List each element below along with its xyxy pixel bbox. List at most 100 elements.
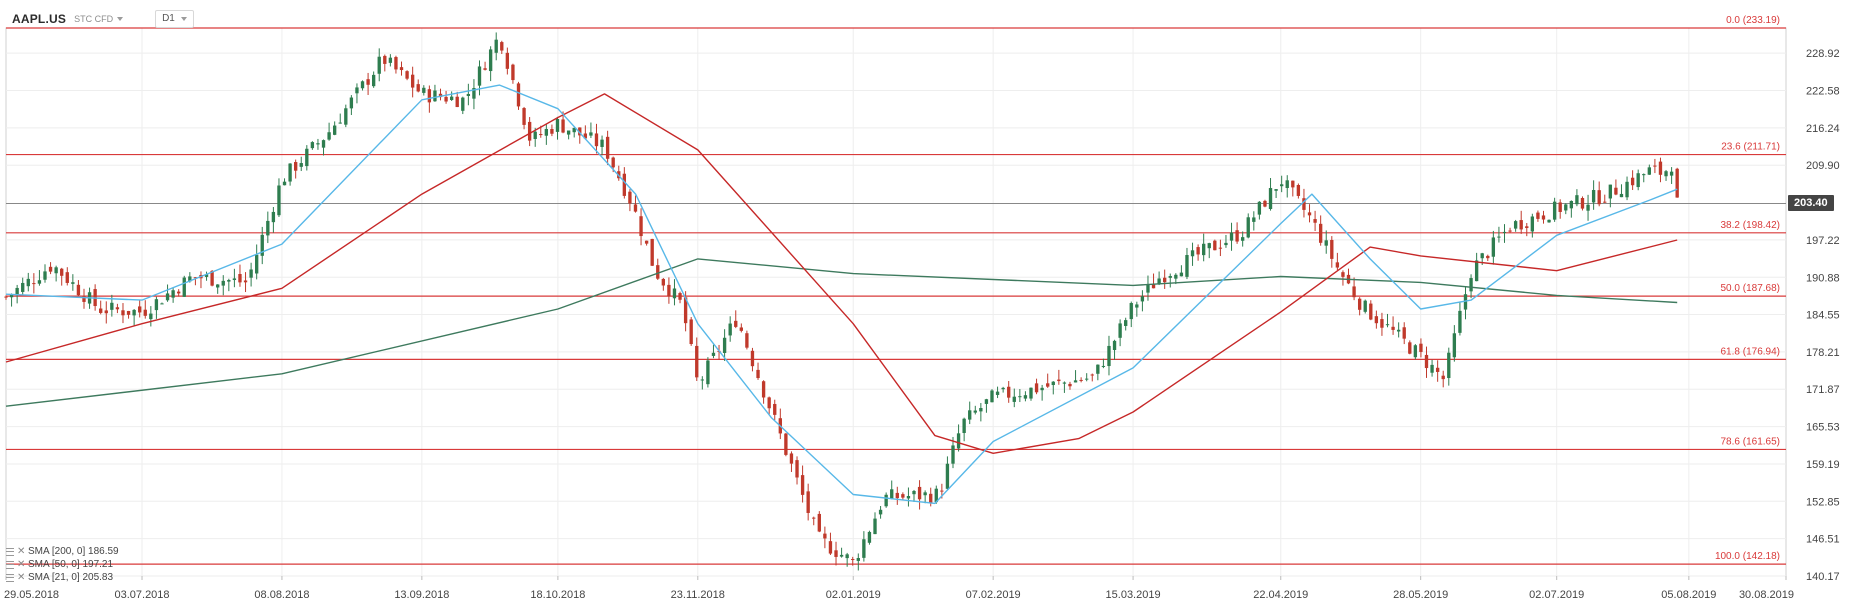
- candle-body[interactable]: [321, 140, 326, 148]
- candle-body[interactable]: [455, 96, 459, 108]
- candle-body[interactable]: [1163, 277, 1167, 283]
- candle-body[interactable]: [1107, 345, 1111, 367]
- candle-body[interactable]: [472, 88, 476, 99]
- candle-body[interactable]: [227, 280, 231, 282]
- candle-body[interactable]: [823, 533, 827, 539]
- candle-body[interactable]: [628, 191, 632, 204]
- candle-body[interactable]: [1508, 230, 1512, 232]
- candle-body[interactable]: [1580, 197, 1585, 209]
- candle-body[interactable]: [1124, 320, 1128, 326]
- candle-body[interactable]: [862, 539, 866, 558]
- candle-body[interactable]: [1447, 352, 1451, 379]
- candle-body[interactable]: [99, 308, 103, 313]
- candle-body[interactable]: [1012, 396, 1016, 402]
- candle-body[interactable]: [299, 163, 303, 167]
- candle-body[interactable]: [1268, 188, 1273, 210]
- candle-body[interactable]: [845, 554, 849, 559]
- candle-body[interactable]: [600, 139, 604, 147]
- candle-body[interactable]: [550, 129, 554, 134]
- candle-body[interactable]: [672, 288, 677, 299]
- candle-body[interactable]: [917, 486, 922, 500]
- candle-body[interactable]: [1118, 323, 1122, 338]
- settings-icon[interactable]: [6, 560, 14, 569]
- candle-body[interactable]: [1196, 247, 1200, 255]
- candle-body[interactable]: [360, 81, 365, 89]
- candle-body[interactable]: [1658, 161, 1663, 175]
- candle-body[interactable]: [1057, 379, 1061, 382]
- candle-body[interactable]: [851, 559, 855, 561]
- candle-body[interactable]: [394, 57, 398, 70]
- candle-body[interactable]: [1046, 383, 1050, 387]
- candle-body[interactable]: [1608, 184, 1613, 199]
- candle-body[interactable]: [377, 56, 381, 74]
- candle-body[interactable]: [71, 282, 75, 284]
- candle-body[interactable]: [138, 306, 142, 313]
- candle-body[interactable]: [605, 136, 610, 159]
- candle-body[interactable]: [1408, 342, 1412, 354]
- candle-body[interactable]: [1140, 296, 1145, 302]
- candle-body[interactable]: [773, 403, 777, 415]
- candle-body[interactable]: [1279, 184, 1284, 187]
- candle-body[interactable]: [1023, 395, 1028, 399]
- candle-body[interactable]: [500, 42, 504, 51]
- candle-body[interactable]: [1424, 354, 1429, 369]
- candle-body[interactable]: [795, 460, 799, 478]
- candle-body[interactable]: [182, 277, 186, 297]
- candle-body[interactable]: [594, 133, 599, 147]
- candle-body[interactable]: [1625, 181, 1629, 198]
- candle-body[interactable]: [110, 302, 114, 310]
- candle-body[interactable]: [37, 280, 42, 284]
- candle-body[interactable]: [739, 327, 743, 331]
- candle-body[interactable]: [21, 282, 25, 292]
- candle-body[interactable]: [271, 211, 276, 223]
- candle-body[interactable]: [293, 162, 298, 171]
- candle-body[interactable]: [1073, 380, 1078, 383]
- candle-body[interactable]: [344, 108, 348, 125]
- candle-body[interactable]: [1146, 284, 1150, 293]
- candle-body[interactable]: [1224, 242, 1228, 246]
- candle-body[interactable]: [210, 270, 214, 286]
- symbol-label[interactable]: AAPL.US: [12, 12, 67, 26]
- candle-body[interactable]: [1324, 240, 1328, 246]
- candle-body[interactable]: [1564, 204, 1568, 211]
- candle-body[interactable]: [1079, 379, 1083, 381]
- candle-body[interactable]: [678, 293, 682, 300]
- candle-body[interactable]: [54, 267, 58, 274]
- candle-body[interactable]: [461, 97, 465, 111]
- candle-body[interactable]: [1486, 255, 1490, 259]
- candle-body[interactable]: [1547, 219, 1551, 223]
- candle-body[interactable]: [940, 490, 944, 492]
- candle-body[interactable]: [433, 90, 437, 102]
- candle-body[interactable]: [973, 410, 977, 413]
- candle-body[interactable]: [1001, 387, 1005, 390]
- candle-body[interactable]: [761, 381, 766, 398]
- candle-body[interactable]: [1463, 294, 1468, 310]
- candle-body[interactable]: [839, 554, 844, 557]
- candle-body[interactable]: [1391, 326, 1395, 330]
- candle-body[interactable]: [82, 296, 86, 302]
- candle-body[interactable]: [232, 278, 237, 281]
- candle-body[interactable]: [1653, 165, 1657, 167]
- candle-body[interactable]: [1385, 324, 1390, 326]
- candle-body[interactable]: [1619, 193, 1624, 198]
- candle-body[interactable]: [1302, 198, 1306, 210]
- candle-body[interactable]: [1636, 173, 1640, 188]
- candle-body[interactable]: [132, 309, 136, 316]
- candle-body[interactable]: [1330, 239, 1334, 259]
- candle-body[interactable]: [1586, 204, 1590, 211]
- candle-body[interactable]: [800, 475, 805, 495]
- candle-body[interactable]: [1135, 304, 1139, 308]
- candle-body[interactable]: [728, 323, 732, 336]
- candle-body[interactable]: [1068, 383, 1072, 387]
- candle-body[interactable]: [1241, 237, 1245, 241]
- candle-body[interactable]: [1307, 212, 1312, 216]
- candle-body[interactable]: [583, 133, 588, 139]
- candle-body[interactable]: [104, 310, 108, 314]
- candle-body[interactable]: [1229, 232, 1234, 241]
- candle-body[interactable]: [43, 271, 47, 280]
- candle-body[interactable]: [1603, 201, 1607, 203]
- candle-body[interactable]: [1380, 319, 1384, 328]
- instrument-type-select[interactable]: STC CFD: [74, 14, 124, 24]
- candle-body[interactable]: [1591, 189, 1596, 203]
- sma-line[interactable]: [5, 84, 1678, 505]
